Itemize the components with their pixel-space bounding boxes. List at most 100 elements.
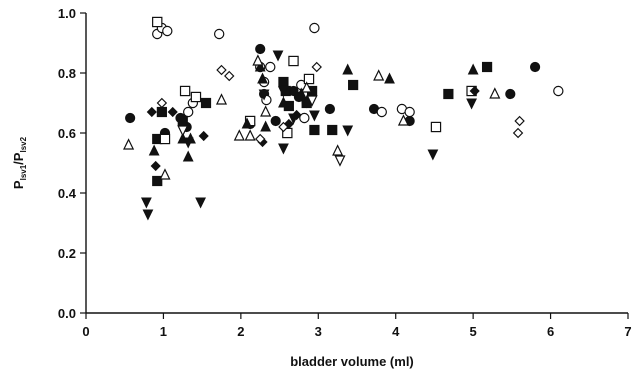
data-point-triangle-down-filled bbox=[278, 86, 289, 98]
data-point-square-filled bbox=[156, 106, 167, 118]
data-point-circle-filled bbox=[505, 88, 516, 100]
data-point-square-filled bbox=[481, 61, 493, 73]
data-point-square-filled bbox=[348, 79, 359, 91]
data-point-diamond-filled bbox=[167, 106, 178, 118]
data-point-triangle-up-open bbox=[233, 129, 245, 141]
data-point-triangle-up-filled bbox=[295, 87, 307, 99]
y-tick-label: 1.0 bbox=[58, 6, 76, 21]
data-point-triangle-up-open bbox=[332, 144, 344, 156]
data-point-diamond-open bbox=[311, 61, 322, 73]
data-point-diamond-open bbox=[156, 97, 168, 109]
x-tick-label: 4 bbox=[392, 324, 400, 339]
data-point-diamond-open bbox=[216, 64, 227, 76]
data-point-square-filled bbox=[200, 97, 212, 109]
data-point-square-filled bbox=[327, 124, 338, 136]
x-tick-label: 2 bbox=[237, 324, 244, 339]
data-point-diamond-filled bbox=[146, 106, 157, 118]
data-point-square-filled bbox=[309, 124, 320, 136]
data-point-circle-open bbox=[404, 106, 415, 118]
data-point-circle-open bbox=[265, 61, 276, 73]
y-axis-title: Plsv1/Plsv2 bbox=[11, 136, 28, 189]
data-point-triangle-up-open bbox=[301, 81, 313, 93]
data-point-triangle-down-filled bbox=[142, 209, 154, 221]
data-point-diamond-open bbox=[512, 127, 524, 139]
data-point-triangle-down-filled bbox=[309, 110, 320, 122]
data-point-triangle-up-filled bbox=[467, 63, 479, 75]
data-point-square-filled bbox=[177, 115, 188, 127]
data-point-triangle-down-filled bbox=[466, 98, 477, 110]
data-point-circle-open bbox=[213, 28, 225, 40]
data-point-square-filled bbox=[152, 175, 163, 187]
data-point-triangle-down-filled bbox=[258, 89, 270, 101]
data-point-triangle-up-filled bbox=[278, 96, 289, 108]
data-point-circle-open bbox=[162, 25, 173, 37]
data-point-circle-open bbox=[553, 85, 564, 97]
data-point-triangle-up-filled bbox=[148, 144, 160, 156]
data-point-triangle-up-open bbox=[159, 168, 171, 180]
data-point-triangle-up-open bbox=[123, 138, 135, 150]
data-point-triangle-down-open bbox=[306, 95, 318, 107]
data-point-triangle-up-open bbox=[252, 54, 264, 66]
data-point-triangle-up-filled bbox=[182, 150, 194, 162]
data-point-diamond-open bbox=[514, 115, 525, 127]
data-point-triangle-up-open bbox=[215, 93, 228, 105]
x-tick-label: 5 bbox=[470, 324, 477, 339]
x-tick-label: 6 bbox=[547, 324, 554, 339]
data-point-diamond-open bbox=[254, 133, 266, 145]
data-point-circle-filled bbox=[324, 103, 335, 115]
data-point-triangle-up-filled bbox=[260, 120, 272, 132]
y-tick-label: 0.4 bbox=[58, 186, 77, 201]
data-point-square-open bbox=[303, 73, 315, 85]
data-point-triangle-up-open bbox=[489, 87, 501, 99]
data-point-circle-open bbox=[183, 106, 194, 118]
data-point-triangle-up-filled bbox=[342, 63, 354, 75]
data-point-triangle-up-filled bbox=[257, 72, 268, 84]
data-point-triangle-up-filled bbox=[384, 72, 395, 84]
y-axis-title-sub2: lsv2 bbox=[19, 136, 28, 152]
data-point-square-filled bbox=[443, 88, 454, 100]
data-point-triangle-down-filled bbox=[278, 143, 289, 155]
data-point-diamond-filled bbox=[291, 109, 302, 121]
data-point-circle-filled bbox=[255, 43, 266, 55]
data-point-triangle-up-filled bbox=[241, 117, 253, 129]
y-tick-label: 0.6 bbox=[58, 126, 76, 141]
data-point-square-open bbox=[282, 127, 293, 139]
data-point-diamond-filled bbox=[198, 130, 209, 142]
data-point-triangle-down-open bbox=[177, 125, 189, 137]
data-point-diamond-filled bbox=[150, 160, 161, 172]
data-point-triangle-up-open bbox=[244, 129, 256, 141]
x-tick-label: 3 bbox=[315, 324, 322, 339]
data-point-triangle-down-filled bbox=[272, 50, 284, 62]
data-point-triangle-down-filled bbox=[182, 137, 194, 149]
x-tick-label: 0 bbox=[82, 324, 89, 339]
data-point-square-filled bbox=[278, 76, 289, 88]
data-point-triangle-up-open bbox=[260, 105, 272, 117]
y-axis-title-sub1: lsv1 bbox=[19, 164, 28, 180]
x-ticks: 0 1 2 3 4 5 6 7 bbox=[82, 313, 632, 339]
x-tick-label: 7 bbox=[624, 324, 631, 339]
y-axis-title-mid: /P bbox=[11, 152, 26, 165]
x-tick-label: 1 bbox=[160, 324, 167, 339]
data-point-circle-filled bbox=[529, 61, 541, 73]
data-point-triangle-down-filled bbox=[195, 197, 206, 209]
data-point-triangle-down-filled bbox=[427, 149, 439, 161]
data-point-square-open bbox=[190, 91, 202, 103]
data-point-square-open bbox=[430, 121, 442, 133]
y-tick-label: 0.8 bbox=[58, 66, 76, 81]
data-point-triangle-down-filled bbox=[140, 197, 152, 209]
data-point-circle-filled bbox=[125, 112, 136, 124]
x-axis-title: bladder volume (ml) bbox=[290, 354, 414, 369]
data-point-circle-open bbox=[299, 112, 310, 124]
data-point-square-open bbox=[288, 55, 299, 67]
data-point-triangle-up-open bbox=[397, 114, 410, 126]
data-points bbox=[123, 16, 564, 221]
data-point-triangle-up-open bbox=[373, 69, 385, 81]
data-point-circle-open bbox=[309, 22, 320, 34]
axes bbox=[85, 13, 628, 314]
y-tick-label: 0.2 bbox=[58, 246, 76, 261]
data-point-triangle-down-filled bbox=[342, 125, 354, 137]
data-point-diamond-open bbox=[278, 121, 289, 133]
data-point-diamond-filled bbox=[469, 85, 480, 97]
data-point-circle-filled bbox=[270, 115, 281, 127]
